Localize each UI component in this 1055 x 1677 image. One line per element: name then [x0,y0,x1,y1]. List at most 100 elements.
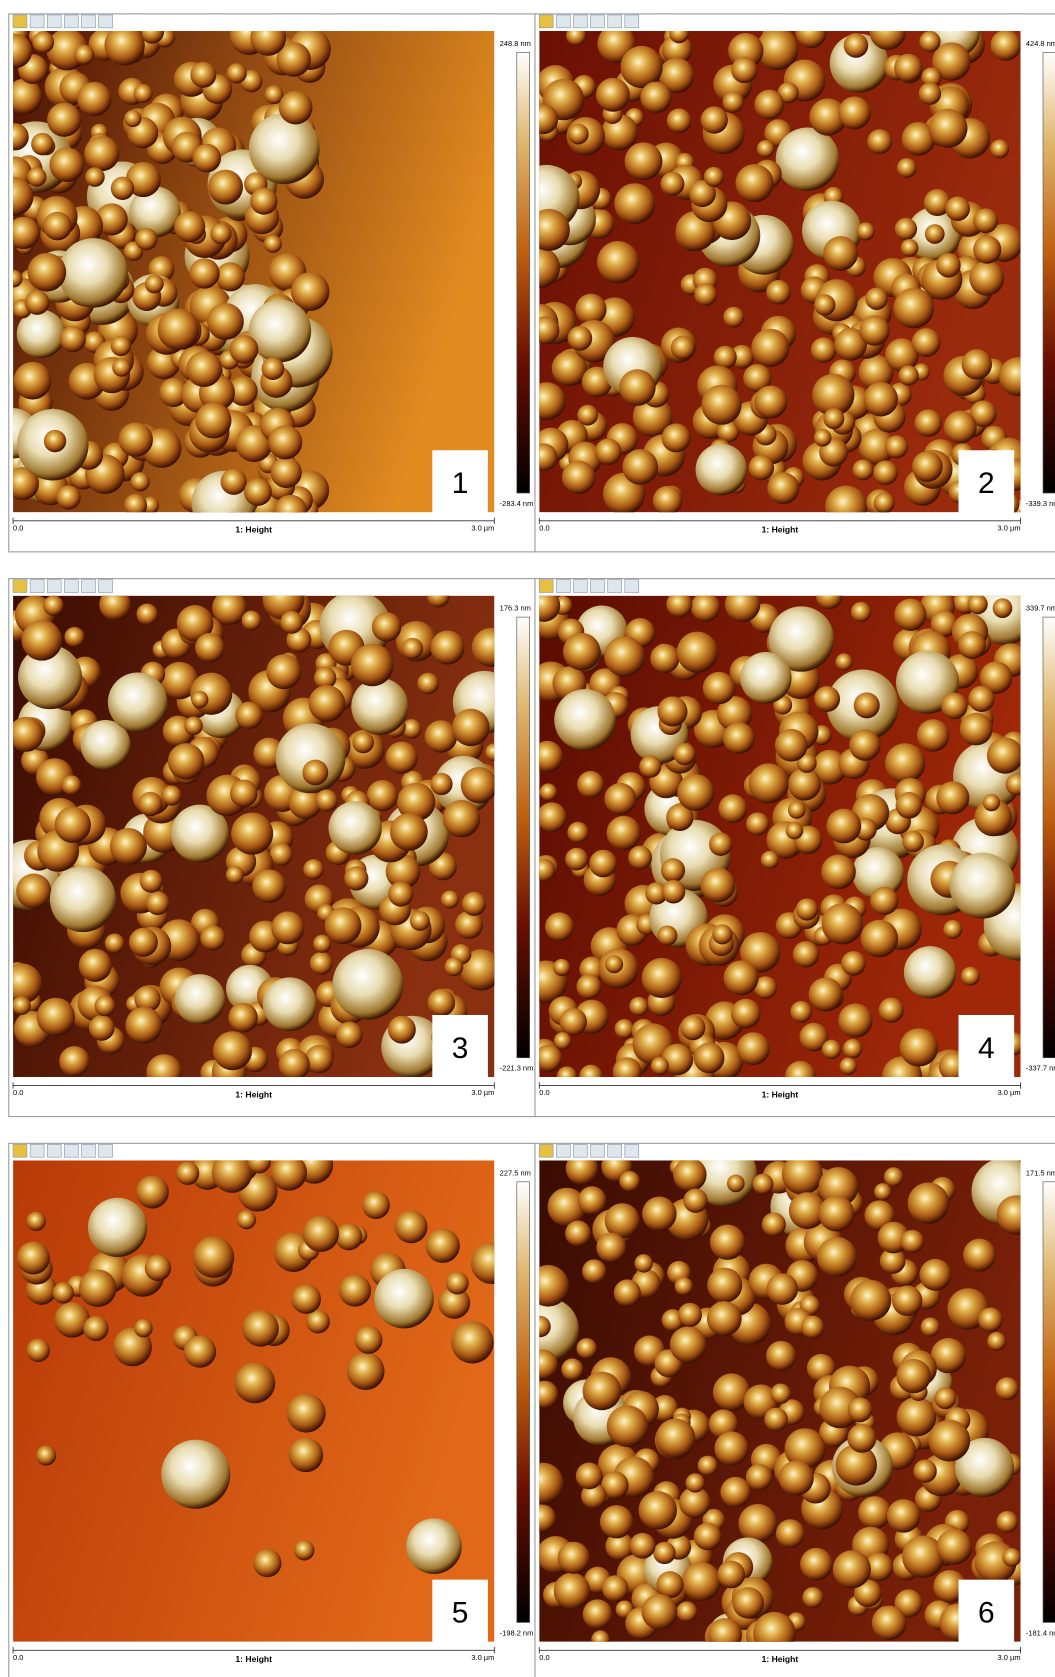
particle [26,1212,45,1231]
particle [62,775,82,795]
x-title: 1: Height [762,1654,799,1664]
particle [444,957,463,976]
color-bar [517,617,530,1058]
particle [960,713,993,746]
particle [443,800,480,837]
particle [712,924,732,944]
particle [753,1174,774,1195]
particle [577,771,604,798]
particle [884,1167,903,1186]
particle [670,1326,706,1362]
particle [161,1440,230,1509]
particle [124,110,141,127]
particle [79,1269,117,1307]
particle [234,1362,275,1403]
particle [657,696,687,726]
particle [677,1601,698,1622]
toolbar-button [625,580,639,593]
particle [351,644,394,687]
particle [895,218,917,240]
particle [137,604,158,625]
particle [677,632,718,673]
particle [720,1477,751,1508]
particle [207,303,244,340]
particle [656,1418,695,1457]
particle [134,1319,152,1337]
particle [17,1242,50,1275]
toolbar-button [82,15,96,28]
toolbar-button [539,15,553,28]
toolbar-button [539,580,553,593]
particle [919,1259,951,1291]
particle [858,1496,891,1529]
particle [894,288,935,329]
afm-panel: 1248.8 nm-283.4 nm0.01: Height3.0 µm [0,14,535,552]
particle [12,996,31,1015]
particle [578,1186,606,1214]
particle [667,108,692,133]
particle [710,1225,745,1260]
particle [417,673,439,695]
particle [289,1438,324,1473]
particle [775,729,808,762]
particle [333,949,404,1020]
x-title: 1: Height [762,1089,799,1099]
particle [793,941,819,967]
particle [589,850,617,878]
particle [857,222,875,240]
particle [761,851,779,869]
particle [112,358,131,377]
particle [37,998,75,1036]
particle [642,958,682,998]
particle [776,127,839,190]
particle [84,136,119,171]
toolbar-button [625,15,639,28]
particle [189,258,219,288]
particle [604,636,645,677]
particle [814,429,832,447]
particle [252,869,286,903]
particle [583,1599,613,1629]
figure: 1248.8 nm-283.4 nm0.01: Height3.0 µm2424… [0,0,1055,1677]
particle [746,812,769,835]
particle [861,920,899,958]
particle [973,236,1001,264]
particle [175,974,225,1024]
x-title: 1: Height [235,1654,272,1664]
particle [221,469,247,495]
particle [850,1280,891,1321]
x-end-label: 3.0 µm [998,1653,1021,1662]
particle [352,732,374,754]
particle [682,1562,721,1601]
particle [819,1196,855,1232]
particle [900,1028,938,1066]
particle [174,211,205,242]
particle [678,1303,702,1327]
particle [426,1229,460,1263]
particle [540,783,557,800]
particle [309,685,346,722]
particle [138,792,162,816]
particle [388,1016,416,1044]
particle [973,208,998,233]
particle [614,1279,641,1306]
particle [146,891,170,915]
toolbar-button [82,1144,96,1157]
particle [754,385,787,418]
particle [929,109,968,148]
particle [867,129,892,154]
particle [446,1272,469,1295]
particle [313,935,331,953]
particle [186,351,222,387]
particle [192,144,221,173]
particle [44,430,66,452]
particle [943,920,962,939]
particle [653,486,682,515]
particle [835,653,852,670]
particle [596,1233,626,1263]
particle [347,1352,385,1390]
particle [630,1533,656,1559]
scale-min: -221.3 nm [500,1064,534,1073]
x-start-label: 0.0 [13,523,23,532]
particle [849,730,880,761]
